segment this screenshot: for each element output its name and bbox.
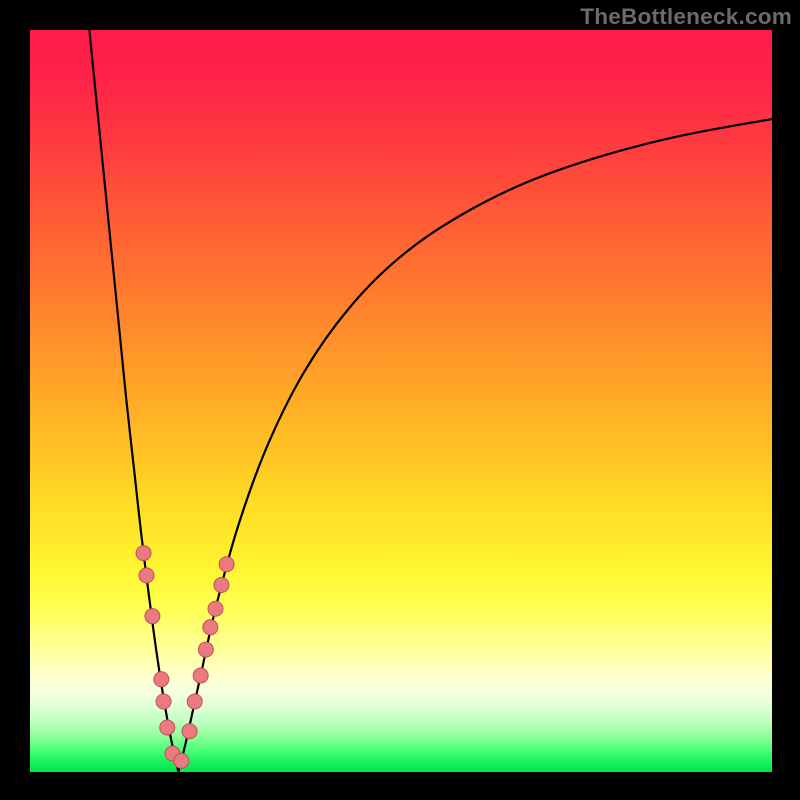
data-marker — [145, 609, 160, 624]
figure-canvas: TheBottleneck.com — [0, 0, 800, 800]
data-marker — [139, 568, 154, 583]
data-marker — [219, 557, 234, 572]
data-marker — [154, 672, 169, 687]
data-marker — [187, 694, 202, 709]
data-marker — [160, 720, 175, 735]
watermark-text: TheBottleneck.com — [580, 4, 792, 30]
data-marker — [208, 601, 223, 616]
data-marker — [156, 694, 171, 709]
data-marker — [182, 724, 197, 739]
data-marker — [214, 578, 229, 593]
marker-group — [136, 546, 234, 769]
bottleneck-curve — [89, 30, 772, 772]
data-marker — [198, 642, 213, 657]
data-marker — [203, 620, 218, 635]
curve-layer — [30, 30, 772, 772]
data-marker — [193, 668, 208, 683]
plot-area — [30, 30, 772, 772]
data-marker — [174, 753, 189, 768]
data-marker — [136, 546, 151, 561]
